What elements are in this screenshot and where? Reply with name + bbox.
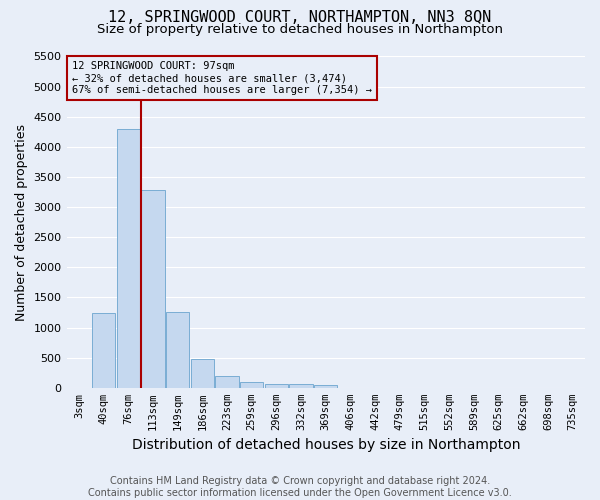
Bar: [166, 312, 190, 388]
Bar: [92, 312, 115, 388]
Y-axis label: Number of detached properties: Number of detached properties: [15, 124, 28, 320]
Bar: [191, 360, 214, 388]
Bar: [314, 385, 337, 388]
Text: Contains HM Land Registry data © Crown copyright and database right 2024.
Contai: Contains HM Land Registry data © Crown c…: [88, 476, 512, 498]
Text: Size of property relative to detached houses in Northampton: Size of property relative to detached ho…: [97, 22, 503, 36]
Bar: [141, 190, 164, 388]
Bar: [240, 382, 263, 388]
X-axis label: Distribution of detached houses by size in Northampton: Distribution of detached houses by size …: [131, 438, 520, 452]
Bar: [116, 129, 140, 388]
Text: 12 SPRINGWOOD COURT: 97sqm
← 32% of detached houses are smaller (3,474)
67% of s: 12 SPRINGWOOD COURT: 97sqm ← 32% of deta…: [72, 62, 372, 94]
Bar: [289, 384, 313, 388]
Bar: [215, 376, 239, 388]
Bar: [265, 384, 288, 388]
Text: 12, SPRINGWOOD COURT, NORTHAMPTON, NN3 8QN: 12, SPRINGWOOD COURT, NORTHAMPTON, NN3 8…: [109, 10, 491, 25]
